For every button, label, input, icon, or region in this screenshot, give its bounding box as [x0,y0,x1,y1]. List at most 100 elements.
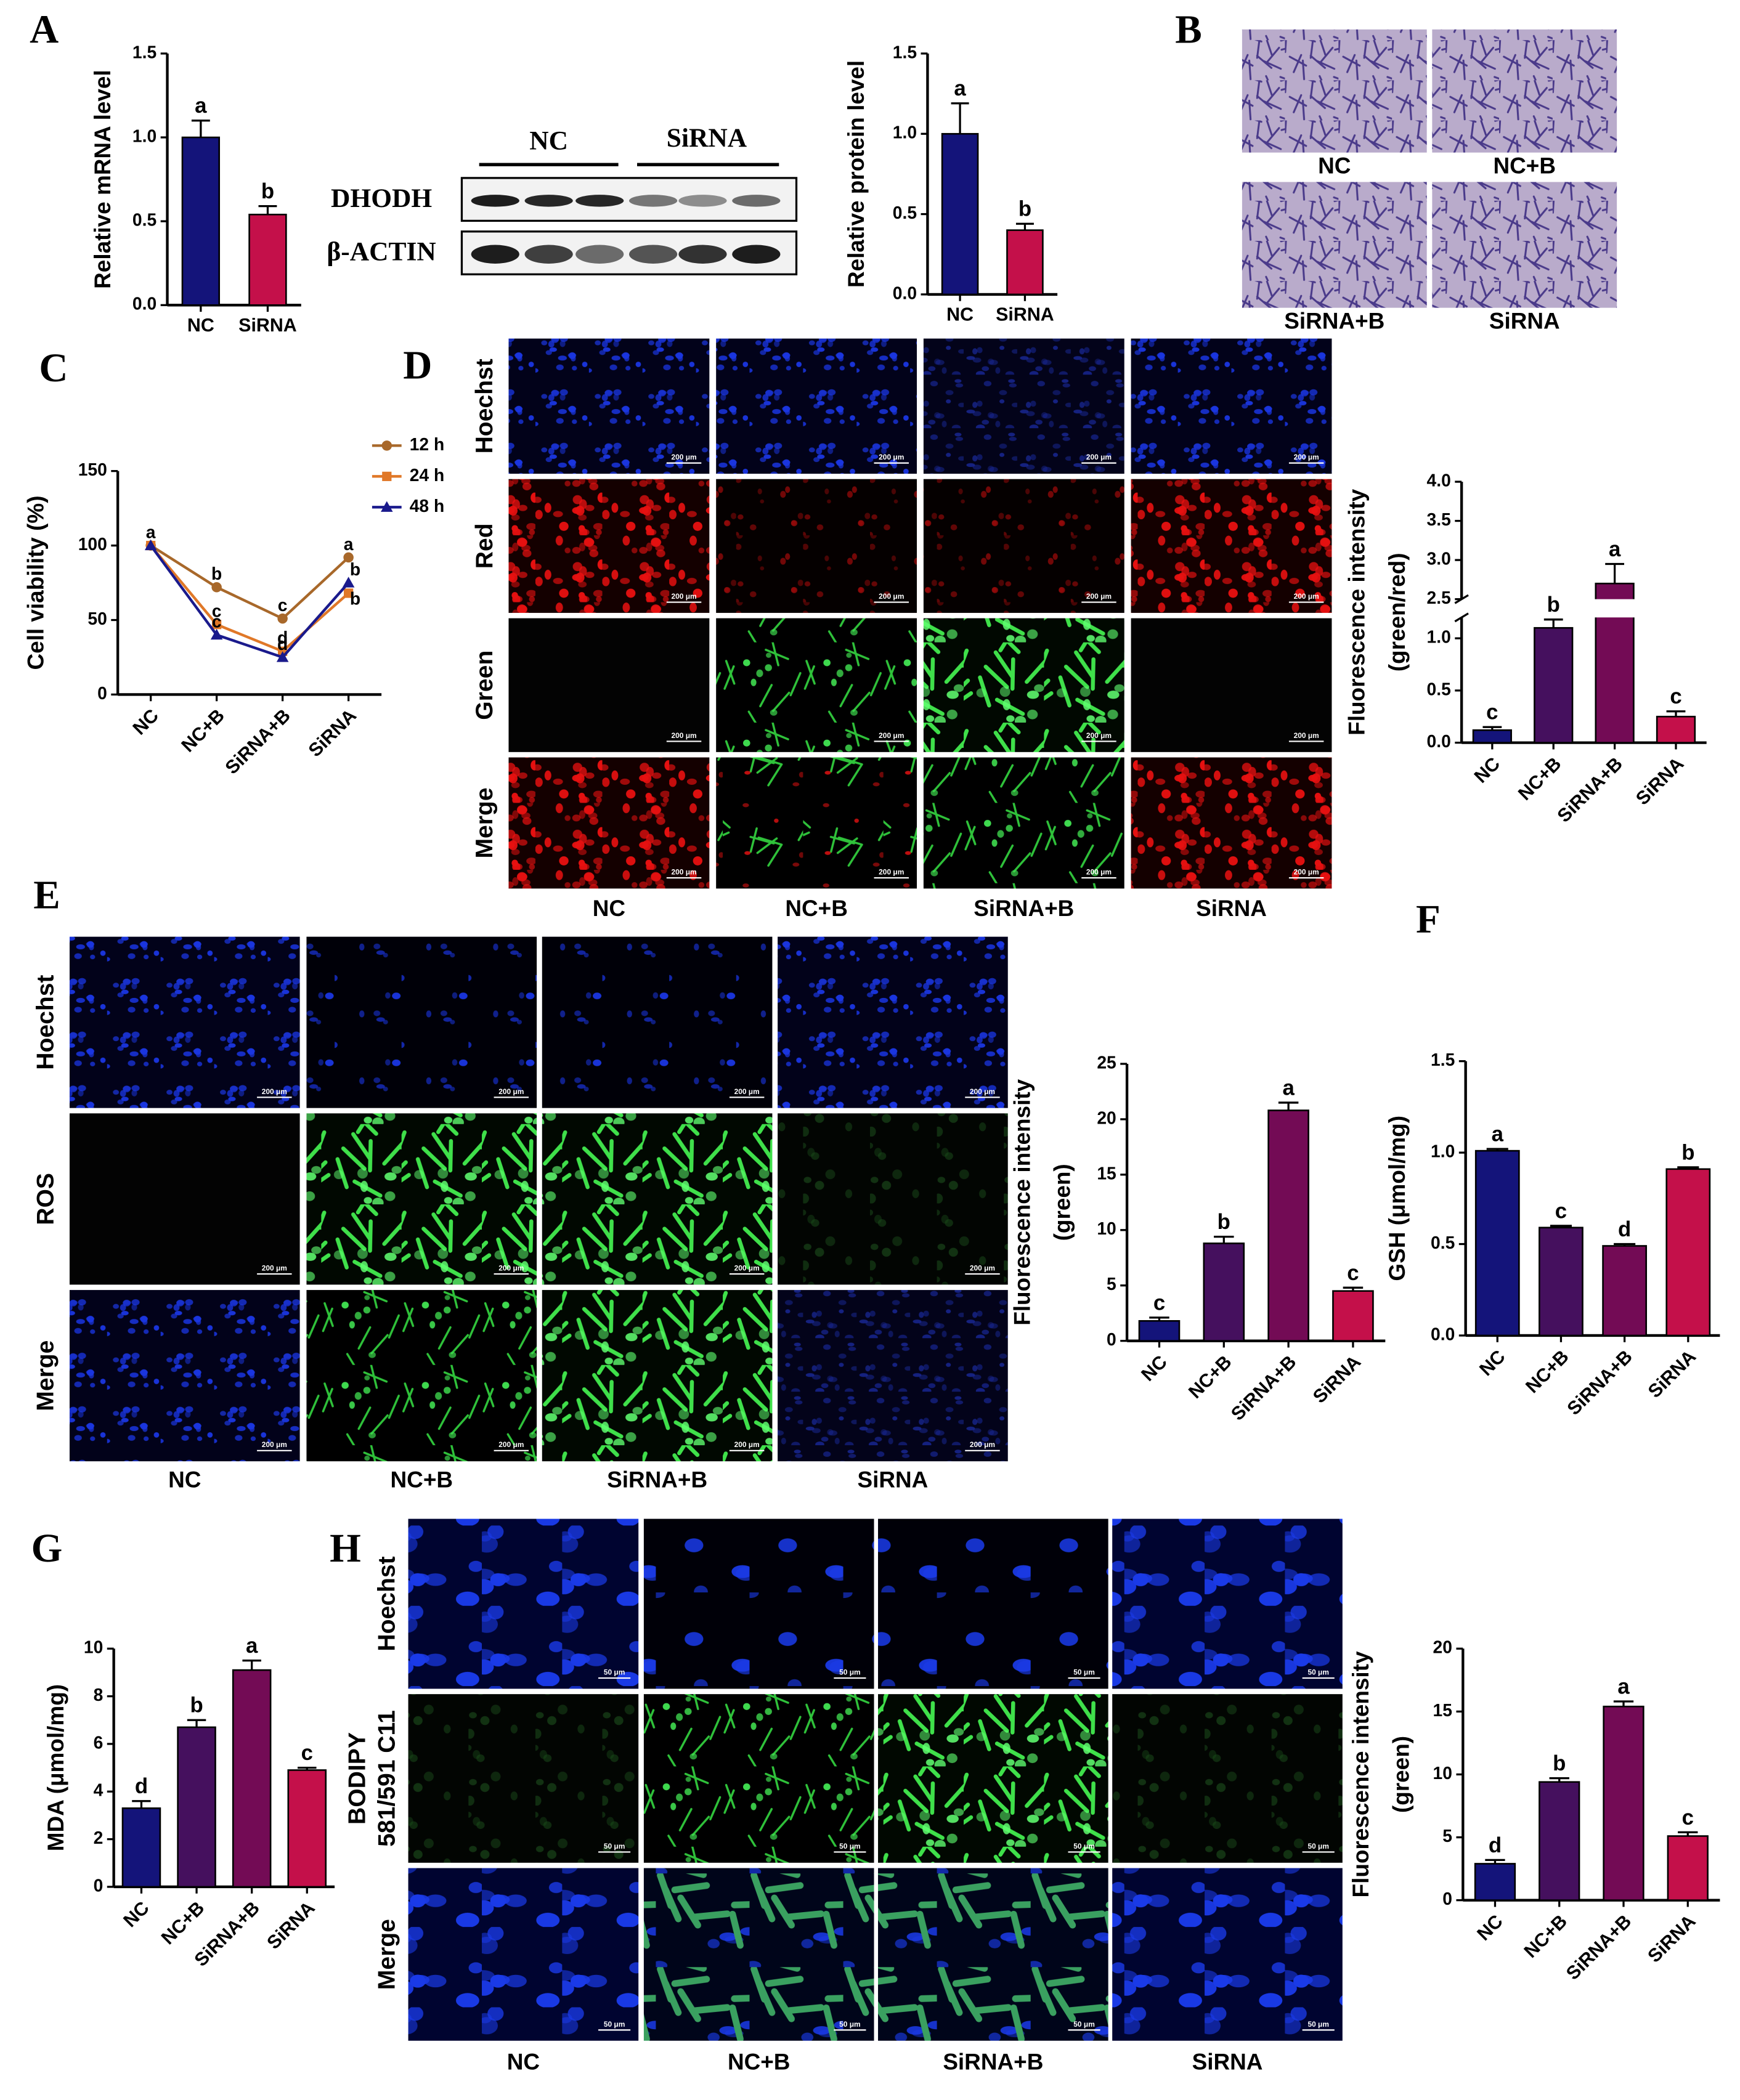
y-tick-label: 0.0 [132,294,157,314]
bar [1539,1781,1580,1901]
significance-letter: d [277,628,288,647]
x-tick-label: NC [1137,1352,1171,1385]
x-tick-label: NC+B [1184,1352,1235,1403]
significance-letter: c [278,595,288,615]
point [276,651,289,662]
column-label: SiRNA+B [607,1467,707,1492]
micrograph [1242,182,1427,308]
scale-bar-label: 200 μm [970,1087,995,1096]
micrograph [306,936,537,1108]
panel-letter: G [31,1526,63,1571]
significance-letter: b [1553,1752,1566,1775]
panel-letter: C [39,346,68,391]
x-tick-label: SiRNA [996,304,1054,325]
scale-bar-label: 200 μm [671,867,696,876]
bar [1665,1168,1711,1337]
bar [232,1669,272,1888]
significance-letter: a [1282,1076,1295,1100]
legend-label: 12 h [410,434,444,454]
x-tick-label: SiRNA [238,315,297,336]
y-axis-title: (green) [1050,1164,1075,1241]
point [344,588,354,598]
scale-bar-label: 50 μm [604,1842,625,1851]
significance-letter: c [1153,1291,1165,1315]
panel-letter: E [33,874,60,918]
row-label: Merge [373,1919,400,1990]
bar [1602,1245,1648,1337]
blot-row-label: DHODH [331,184,432,213]
y-axis-title: Fluorescence intensity [1344,489,1370,735]
significance-letter: b [350,588,360,608]
column-label: SiRNA [1196,896,1267,921]
significance-letter: d [135,1775,148,1798]
x-tick-label: NC [1473,1911,1507,1945]
column-label: NC+B [391,1467,453,1492]
blot-band [471,195,519,207]
column-label: SiRNA [1192,2049,1263,2074]
blot-band [678,195,727,207]
x-tick-label: SiRNA+B [1227,1352,1300,1425]
micrograph [69,936,300,1108]
x-tick-label: SiRNA+B [1563,1346,1636,1419]
significance-letter: a [1617,1675,1630,1698]
bar [1203,1243,1245,1342]
legend-marker [381,440,392,451]
legend-label: 24 h [410,465,444,485]
y-tick-label: 50 [87,609,107,628]
micrograph [1131,479,1332,613]
blot-band [628,245,678,264]
column-label: SiRNA+B [943,2049,1043,2074]
row-label: Merge [471,787,498,858]
blot-group: NC [529,126,568,155]
panel-letter: D [403,344,432,388]
scale-bar-label: 200 μm [1086,453,1112,461]
y-tick-label: 4.0 [1427,470,1451,490]
y-tick-label: 0.5 [893,203,917,222]
y-tick-label: 10 [1433,1763,1452,1783]
micrograph [878,1518,1108,1689]
y-tick-label: 0 [94,1875,104,1895]
blot-band [732,195,781,207]
significance-letter: d [1618,1218,1631,1241]
point [210,628,223,640]
blot-band [524,245,573,264]
row-label: Green [471,651,498,720]
significance-letter: a [1492,1123,1504,1146]
micrograph [716,618,917,752]
y-tick-label: 10 [1097,1218,1116,1238]
y-axis-title: Cell viability (%) [23,496,49,670]
x-tick-label: SiRNA+B [1553,753,1627,827]
scale-bar-label: 50 μm [604,2020,625,2029]
column-label: SiRNA+B [974,896,1074,921]
x-tick-label: NC [129,705,163,739]
y-tick-label: 2.5 [1427,588,1451,607]
scale-bar-label: 50 μm [1307,1842,1329,1851]
y-tick-label: 3.5 [1427,509,1451,529]
bar [1138,1320,1181,1342]
x-tick-label: SiRNA [1644,1911,1700,1967]
significance-letter: a [195,94,207,118]
scale-bar-label: 50 μm [604,1668,625,1677]
y-axis-title: Relative protein level [844,60,869,288]
series-line [150,544,350,620]
x-tick-label: NC [1475,1346,1509,1380]
blot-band [575,245,624,264]
y-tick-label: 4 [94,1780,104,1800]
significance-letter: c [1670,685,1681,708]
bar [121,1807,161,1888]
micrograph [542,1113,773,1285]
y-tick-label: 1.0 [1431,1141,1455,1161]
micrograph [508,618,710,752]
micrograph [542,1290,773,1462]
scale-bar-label: 200 μm [1294,592,1319,601]
micrograph [1131,757,1332,889]
x-tick-label: NC [120,1897,153,1931]
legend-label: 48 h [410,496,444,516]
micrograph [716,479,917,613]
legend-marker [382,471,392,481]
y-tick-label: 5 [1107,1274,1116,1294]
scale-bar-label: 200 μm [671,731,696,740]
micrograph [306,1290,537,1462]
scale-bar-label: 50 μm [1073,2020,1095,2029]
scale-bar-label: 200 μm [262,1264,287,1273]
